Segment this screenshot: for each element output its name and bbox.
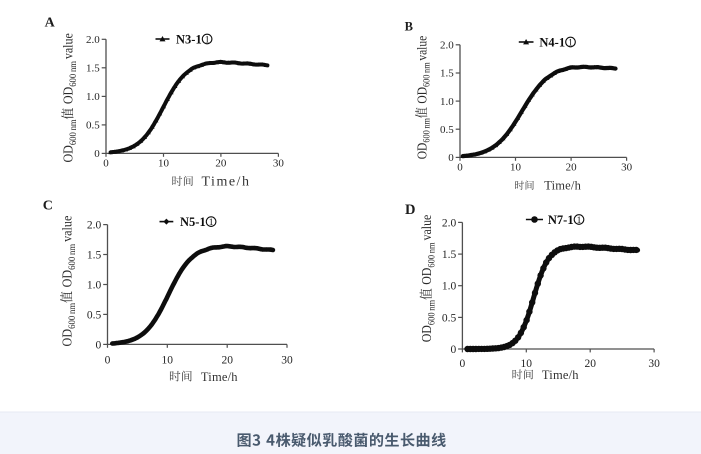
svg-text:30: 30 bbox=[273, 157, 285, 169]
svg-text:1.5: 1.5 bbox=[442, 249, 457, 261]
svg-text:20: 20 bbox=[566, 161, 578, 173]
svg-text:B: B bbox=[405, 19, 413, 33]
svg-text:10: 10 bbox=[162, 355, 174, 367]
svg-text:20: 20 bbox=[221, 355, 233, 367]
svg-text:A: A bbox=[45, 15, 56, 30]
svg-text:0: 0 bbox=[460, 358, 466, 370]
svg-text:1: 1 bbox=[209, 218, 214, 228]
svg-text:N7-1: N7-1 bbox=[548, 213, 574, 227]
svg-text:1.0: 1.0 bbox=[86, 91, 100, 103]
svg-text:2.0: 2.0 bbox=[440, 40, 454, 52]
svg-text:2.0: 2.0 bbox=[442, 217, 457, 229]
svg-text:value: value bbox=[414, 35, 429, 60]
svg-text:0: 0 bbox=[105, 355, 111, 367]
svg-text:10: 10 bbox=[158, 157, 170, 169]
svg-text:Time/h: Time/h bbox=[202, 175, 251, 190]
svg-text:30: 30 bbox=[281, 355, 293, 367]
svg-text:2.0: 2.0 bbox=[86, 34, 100, 46]
svg-text:0.5: 0.5 bbox=[442, 312, 457, 324]
svg-text:20: 20 bbox=[584, 358, 596, 370]
svg-text:20: 20 bbox=[215, 157, 227, 169]
svg-text:1.5: 1.5 bbox=[440, 68, 454, 80]
svg-text:30: 30 bbox=[621, 161, 633, 173]
svg-text:0.5: 0.5 bbox=[440, 124, 454, 136]
svg-text:1.0: 1.0 bbox=[442, 281, 457, 293]
svg-text:10: 10 bbox=[510, 161, 522, 173]
svg-text:C: C bbox=[43, 198, 53, 213]
svg-text:value: value bbox=[61, 33, 76, 59]
svg-text:0: 0 bbox=[94, 148, 100, 160]
svg-text:Time/h: Time/h bbox=[544, 179, 581, 193]
svg-text:N4-1: N4-1 bbox=[539, 36, 565, 50]
svg-text:D: D bbox=[405, 202, 415, 218]
svg-text:0: 0 bbox=[448, 152, 454, 164]
svg-text:1: 1 bbox=[577, 216, 582, 226]
svg-text:value: value bbox=[419, 214, 434, 240]
svg-text:0.5: 0.5 bbox=[86, 120, 100, 132]
svg-text:0: 0 bbox=[457, 161, 463, 173]
svg-text:1.0: 1.0 bbox=[440, 96, 454, 108]
svg-text:1: 1 bbox=[568, 38, 573, 48]
svg-text:N5-1: N5-1 bbox=[180, 215, 206, 229]
svg-text:1: 1 bbox=[205, 35, 210, 45]
svg-text:1.5: 1.5 bbox=[86, 63, 100, 75]
svg-text:30: 30 bbox=[648, 358, 660, 370]
svg-text:0.5: 0.5 bbox=[87, 309, 102, 321]
svg-text:2.0: 2.0 bbox=[87, 220, 102, 232]
svg-text:1.5: 1.5 bbox=[87, 250, 102, 262]
svg-text:Time/h: Time/h bbox=[201, 370, 238, 384]
svg-text:0: 0 bbox=[103, 157, 109, 169]
svg-text:1.0: 1.0 bbox=[87, 279, 102, 291]
svg-text:0: 0 bbox=[450, 344, 456, 356]
svg-text:N3-1: N3-1 bbox=[176, 33, 202, 47]
svg-text:10: 10 bbox=[521, 358, 533, 370]
svg-text:0: 0 bbox=[96, 339, 102, 351]
svg-text:value: value bbox=[59, 215, 75, 242]
svg-text:Time/h: Time/h bbox=[542, 368, 579, 382]
